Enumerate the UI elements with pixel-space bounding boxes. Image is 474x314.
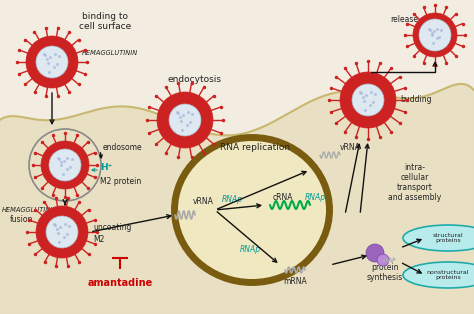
Text: synthesis: synthesis (367, 273, 403, 283)
Text: transport: transport (397, 183, 433, 192)
Text: mRNA: mRNA (283, 278, 307, 286)
Circle shape (46, 216, 78, 248)
Circle shape (49, 149, 81, 181)
Text: H⁺: H⁺ (100, 164, 112, 172)
Text: cellular: cellular (401, 174, 429, 182)
Text: endosome: endosome (103, 143, 143, 153)
Circle shape (340, 72, 396, 128)
Circle shape (41, 141, 89, 189)
Ellipse shape (403, 225, 474, 251)
Circle shape (419, 19, 451, 51)
Circle shape (36, 206, 88, 258)
Text: budding: budding (400, 95, 431, 105)
Text: intra-: intra- (404, 164, 426, 172)
Text: binding to: binding to (82, 12, 128, 21)
Text: HEMAGGLUTININ: HEMAGGLUTININ (2, 207, 58, 213)
Text: nonstructural
proteins: nonstructural proteins (427, 270, 469, 280)
Circle shape (157, 92, 213, 148)
Text: vRNA: vRNA (193, 198, 214, 207)
Ellipse shape (174, 138, 329, 283)
Circle shape (366, 244, 384, 262)
Text: M2: M2 (93, 236, 104, 245)
Text: protein: protein (371, 263, 399, 273)
Text: vRNA: vRNA (340, 143, 361, 153)
Circle shape (36, 46, 68, 78)
Ellipse shape (403, 262, 474, 288)
Text: HEMAGGLUTININ: HEMAGGLUTININ (82, 50, 138, 56)
Text: M2 protein: M2 protein (100, 177, 141, 187)
Text: RNAp: RNAp (240, 246, 261, 255)
Circle shape (413, 13, 457, 57)
Text: and assembly: and assembly (388, 193, 442, 203)
Text: cRNA: cRNA (273, 192, 293, 202)
Circle shape (26, 36, 78, 88)
Text: RNAp: RNAp (222, 196, 243, 204)
Text: fusion: fusion (10, 215, 33, 225)
Text: RNAp: RNAp (305, 192, 326, 202)
Text: amantadine: amantadine (87, 278, 153, 288)
Circle shape (377, 254, 389, 266)
Text: uncoating: uncoating (93, 224, 131, 232)
Text: release: release (390, 15, 418, 24)
Circle shape (352, 84, 384, 116)
Text: endocytosis: endocytosis (168, 75, 222, 84)
Text: cell surface: cell surface (79, 22, 131, 31)
Text: structural
proteins: structural proteins (433, 233, 463, 243)
Polygon shape (0, 84, 474, 314)
Circle shape (169, 104, 201, 136)
Text: RNA replication: RNA replication (220, 143, 290, 153)
